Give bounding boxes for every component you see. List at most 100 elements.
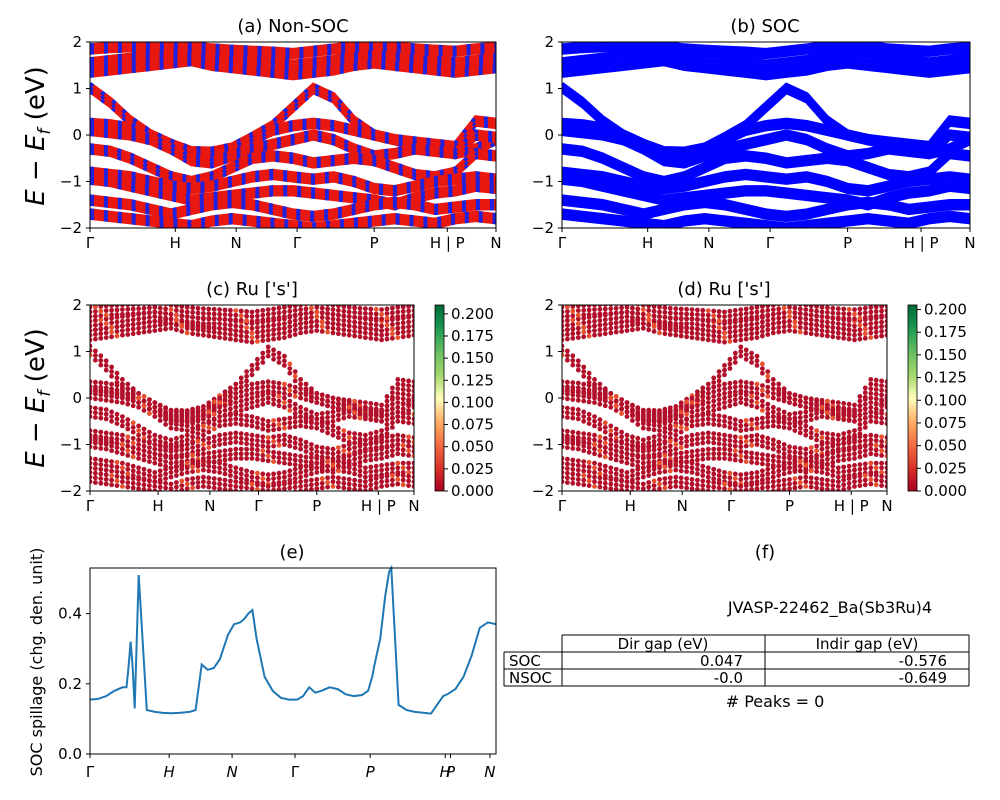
projection-point: [749, 326, 754, 332]
projection-point: [287, 452, 293, 457]
projection-point: [395, 446, 401, 452]
projection-point: [217, 465, 223, 471]
projection-point: [114, 445, 120, 450]
projection-point: [125, 471, 131, 477]
projection-point: [352, 477, 357, 483]
projection-point: [298, 321, 303, 326]
projection-point: [341, 469, 347, 474]
x-tick-label: N: [964, 234, 975, 252]
projection-point: [271, 306, 276, 312]
projection-point: [390, 420, 395, 426]
projection-point: [781, 409, 787, 415]
projection-point: [309, 477, 314, 483]
projection-point: [684, 325, 689, 331]
projection-point: [271, 315, 276, 321]
projection-point: [613, 398, 619, 404]
projection-point: [852, 402, 857, 408]
projection-point: [760, 415, 765, 421]
projection-point: [716, 446, 722, 452]
projection-point: [255, 366, 260, 371]
projection-point: [211, 316, 217, 321]
projection-point: [819, 435, 825, 440]
projection-point: [602, 468, 608, 474]
projection-point: [249, 481, 255, 487]
projection-point: [738, 472, 744, 478]
projection-point: [797, 398, 803, 404]
projection-point: [803, 330, 809, 336]
projection-point: [298, 409, 303, 415]
projection-point: [357, 487, 363, 491]
projection-point: [602, 463, 608, 469]
projection-point: [309, 319, 314, 325]
projection-point: [228, 473, 233, 478]
projection-point: [341, 332, 347, 337]
projection-point: [711, 324, 717, 330]
panel-c-colorbar: [434, 304, 445, 492]
projection-point: [363, 465, 368, 471]
projection-point: [400, 329, 406, 335]
projection-point: [390, 305, 395, 311]
projection-point: [565, 415, 570, 420]
projection-point: [114, 432, 120, 437]
projection-point: [619, 305, 624, 311]
projection-point: [184, 415, 190, 420]
projection-point: [705, 337, 711, 343]
projection-point: [581, 389, 587, 395]
projection-point: [130, 449, 136, 455]
projection-point: [868, 451, 874, 457]
projection-point: [206, 484, 212, 490]
projection-point: [222, 403, 228, 409]
projection-point: [368, 457, 374, 463]
projection-point: [613, 439, 619, 444]
projection-point: [673, 407, 679, 412]
projection-point: [352, 410, 357, 416]
projection-point: [255, 433, 260, 439]
projection-point: [265, 444, 271, 450]
projection-point: [597, 471, 603, 477]
material-id: JVASP-22462_Ba(Sb3Ru)4: [727, 598, 932, 618]
projection-point: [776, 463, 782, 469]
projection-point: [411, 402, 414, 408]
projection-point: [206, 306, 212, 312]
projection-point: [722, 404, 727, 410]
projection-point: [797, 459, 803, 464]
projection-point: [157, 457, 163, 463]
projection-point: [586, 375, 592, 381]
projection-point: [830, 459, 836, 465]
projection-point: [879, 401, 884, 407]
projection-point: [109, 381, 114, 387]
projection-point: [346, 477, 352, 482]
projection-point: [667, 431, 673, 436]
projection-point: [722, 335, 727, 340]
projection-point: [233, 465, 239, 471]
projection-point: [749, 482, 754, 488]
projection-point: [770, 395, 776, 401]
projection-point: [98, 436, 104, 442]
projection-point: [608, 400, 614, 405]
projection-point: [781, 425, 787, 430]
projection-point: [298, 470, 303, 475]
projection-point: [395, 404, 401, 410]
projection-point: [765, 384, 771, 390]
projection-point: [716, 392, 722, 398]
projection-point: [260, 324, 266, 330]
projection-point: [249, 432, 255, 438]
projection-point: [570, 446, 576, 451]
projection-point: [819, 397, 825, 403]
projection-point: [678, 325, 684, 331]
projection-point: [249, 325, 255, 331]
projection-point: [195, 480, 201, 485]
projection-point: [608, 477, 614, 482]
projection-point: [287, 313, 293, 319]
projection-point: [390, 397, 395, 402]
projection-point: [152, 314, 158, 319]
projection-point: [271, 443, 276, 449]
colorbar-tick-label: 0.200: [924, 301, 967, 319]
projection-point: [792, 445, 798, 450]
projection-point: [201, 463, 206, 468]
projection-point: [249, 442, 255, 447]
projection-point: [233, 421, 239, 426]
projection-point: [711, 431, 717, 436]
projection-point: [319, 428, 325, 433]
projection-point: [808, 425, 814, 431]
